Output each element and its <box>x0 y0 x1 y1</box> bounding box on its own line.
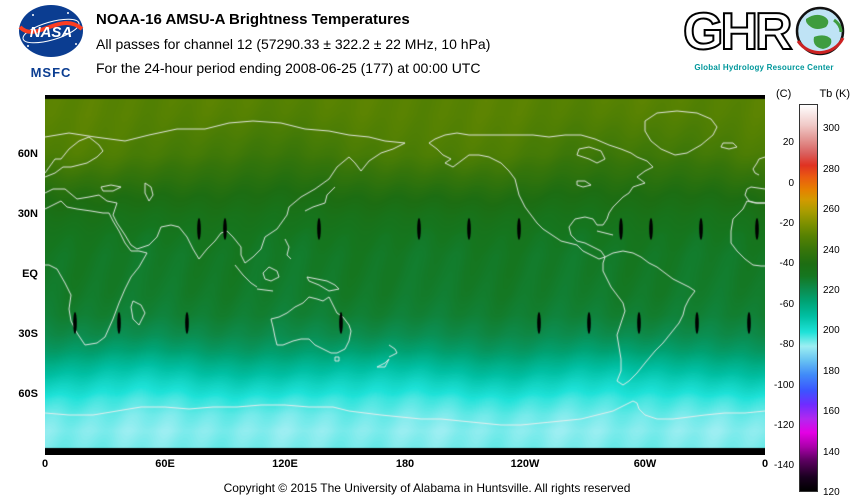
nasa-red-swoosh <box>18 21 84 34</box>
ghrc-logo-block: GHR Global Hydrology Resource Center <box>678 2 850 72</box>
lon-tick-label: 60W <box>633 458 657 470</box>
colorbar-kelvin-unit: Tb (K) <box>819 88 850 100</box>
lat-tick-label: 30N <box>17 208 38 220</box>
ghrc-logo-icon: GHR <box>682 2 845 62</box>
lon-tick-label: 60E <box>155 458 175 470</box>
colorbar-celsius-tick: 20 <box>782 137 794 149</box>
colorbar-celsius-tick: -80 <box>779 339 794 351</box>
colorbar-kelvin-tick: 280 <box>823 163 840 175</box>
colorbar-kelvin-tick: 220 <box>823 284 840 296</box>
lat-axis: 60N 30N EQ 30S 60S <box>2 95 42 455</box>
lat-tick-label: EQ <box>22 268 38 280</box>
colorbar-celsius-unit: (C) <box>776 88 792 100</box>
footer-copyright: Copyright © 2015 The University of Alaba… <box>223 481 631 495</box>
title-block: NOAA-16 AMSU-A Brightness Temperatures A… <box>96 11 490 76</box>
lat-tick-label: 60N <box>17 148 38 160</box>
colorbar-celsius-tick: -120 <box>773 420 794 431</box>
ghrc-letters: GHR <box>683 5 792 57</box>
colorbar-kelvin-tick: 260 <box>823 204 840 216</box>
colorbar-celsius-tick: -20 <box>779 217 794 229</box>
colorbar-celsius-tick: -60 <box>779 298 794 310</box>
colorbar-celsius-tick: 0 <box>788 177 794 189</box>
colorbar-units: (C) Tb (K) <box>776 88 850 100</box>
lon-tick-label: 0 <box>761 458 769 470</box>
msfc-label: MSFC <box>30 65 72 80</box>
colorbar-kelvin-tick: 180 <box>823 365 840 377</box>
colorbar-celsius-tick: -100 <box>773 379 794 391</box>
nasa-meatball-circle <box>19 5 83 57</box>
nasa-logo-icon: NASA <box>18 5 84 57</box>
lon-axis: 0 60E 120E 180 120W 60W 0 <box>41 458 769 472</box>
colorbar-kelvin-tick: 120 <box>823 487 840 498</box>
colorbar-kelvin-tick: 200 <box>823 325 840 337</box>
lon-tick-label: 0 <box>41 458 49 470</box>
nasa-logo-block: NASA MSFC <box>10 4 92 80</box>
map <box>45 95 765 455</box>
colorbar-celsius-tick: -140 <box>773 460 794 472</box>
period-subtitle: For the 24-hour period ending 2008-06-25… <box>96 60 481 76</box>
lat-tick-label: 30S <box>18 328 38 340</box>
page-title: NOAA-16 AMSU-A Brightness Temperatures <box>96 11 410 28</box>
colorbar-kelvin-tick: 240 <box>823 244 840 256</box>
colorbar-celsius-tick: -40 <box>779 258 794 270</box>
nasa-orbit-ring <box>22 18 80 44</box>
colorbar <box>799 104 818 492</box>
nasa-wordmark: NASA <box>30 24 73 41</box>
lat-tick-label: 60S <box>18 388 38 400</box>
lon-tick-label: 120W <box>510 458 540 470</box>
ghrc-red-swoosh <box>796 37 845 55</box>
ghrc-globe-icon <box>795 6 845 56</box>
colorbar-kelvin-tick: 160 <box>823 406 840 418</box>
colorbar-kelvin-tick: 140 <box>823 446 840 458</box>
ghrc-tagline: Global Hydrology Resource Center <box>694 63 834 72</box>
map-canvas <box>45 95 765 455</box>
lon-tick-label: 180 <box>395 458 415 470</box>
lon-tick-label: 120E <box>272 458 298 470</box>
channel-subtitle: All passes for channel 12 (57290.33 ± 32… <box>96 36 491 52</box>
colorbar-kelvin-tick: 300 <box>823 123 840 135</box>
colorbar-gradient <box>800 105 817 491</box>
